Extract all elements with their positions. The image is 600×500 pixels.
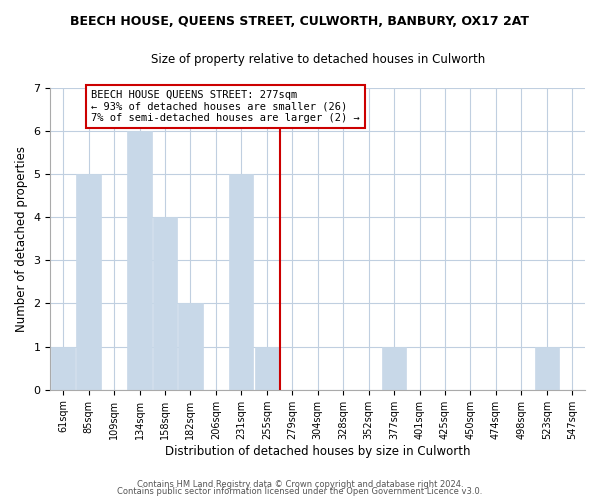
Bar xyxy=(76,174,101,390)
Bar xyxy=(535,346,559,390)
Text: Contains public sector information licensed under the Open Government Licence v3: Contains public sector information licen… xyxy=(118,487,482,496)
Bar xyxy=(229,174,253,390)
Bar xyxy=(178,304,203,390)
Bar xyxy=(382,346,406,390)
Y-axis label: Number of detached properties: Number of detached properties xyxy=(15,146,28,332)
Text: BEECH HOUSE, QUEENS STREET, CULWORTH, BANBURY, OX17 2AT: BEECH HOUSE, QUEENS STREET, CULWORTH, BA… xyxy=(71,15,530,28)
Bar xyxy=(51,346,75,390)
Text: BEECH HOUSE QUEENS STREET: 277sqm
← 93% of detached houses are smaller (26)
7% o: BEECH HOUSE QUEENS STREET: 277sqm ← 93% … xyxy=(91,90,360,123)
Bar xyxy=(153,217,177,390)
Text: Contains HM Land Registry data © Crown copyright and database right 2024.: Contains HM Land Registry data © Crown c… xyxy=(137,480,463,489)
X-axis label: Distribution of detached houses by size in Culworth: Distribution of detached houses by size … xyxy=(165,444,470,458)
Title: Size of property relative to detached houses in Culworth: Size of property relative to detached ho… xyxy=(151,52,485,66)
Bar xyxy=(127,130,152,390)
Bar xyxy=(254,346,279,390)
